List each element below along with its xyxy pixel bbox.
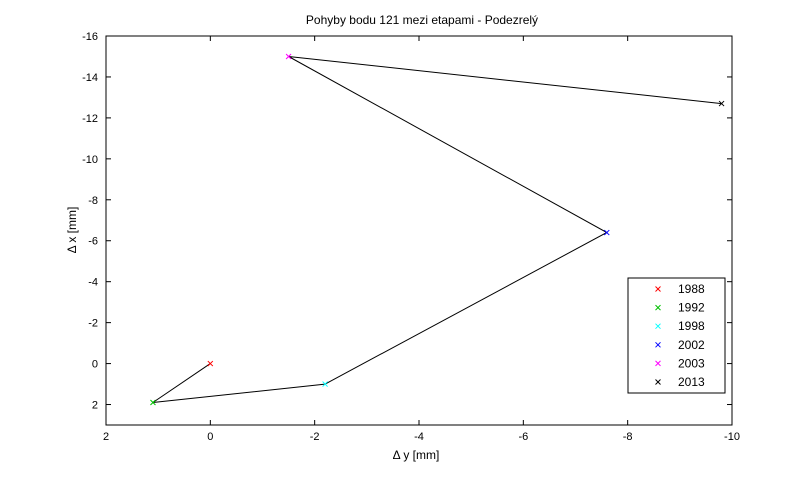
- legend-box: [627, 277, 726, 394]
- legend-label-1988: 1988: [678, 282, 705, 296]
- legend-marker-2013: [655, 379, 661, 385]
- marker-1998: [322, 381, 328, 387]
- movement-path: [152, 56, 722, 403]
- x-tick-label: 0: [207, 431, 213, 443]
- marker-2002: [603, 229, 610, 236]
- legend-label-1998: 1998: [678, 319, 705, 333]
- y-tick-label: -6: [88, 236, 98, 248]
- movement-line: [152, 56, 722, 403]
- legend-label-2013: 2013: [678, 375, 705, 389]
- y-tick-label: -4: [88, 277, 98, 289]
- chart-title: Pohyby bodu 121 mezi etapami - Podezrelý: [306, 13, 538, 27]
- legend-marker-2003: [655, 360, 661, 367]
- legend-marker-2002: [655, 341, 661, 348]
- y-tick-label: 0: [92, 359, 98, 371]
- y-tick-label: 2: [92, 400, 98, 412]
- marker-1988: [207, 360, 214, 367]
- y-tick-label: -16: [82, 31, 98, 43]
- x-tick-label: -4: [414, 431, 424, 443]
- x-axis-label: Δ y [mm]: [393, 448, 440, 462]
- y-tick-label: -2: [88, 318, 98, 330]
- x-tick-label: -2: [310, 431, 320, 443]
- legend-label-2003: 2003: [678, 356, 705, 370]
- legend-label-1992: 1992: [678, 301, 705, 315]
- y-axis: -16 -14 -12 -10 -8 -6 -4 -2 0 2: [82, 31, 732, 412]
- epoch-markers: [150, 53, 725, 406]
- x-axis: 2 0 -2 -4 -6 -8 -10: [103, 36, 740, 443]
- marker-1992: [150, 399, 156, 406]
- x-tick-label: -10: [724, 431, 740, 443]
- x-tick-label: -8: [623, 431, 633, 443]
- legend-marker-1992: [655, 304, 661, 311]
- x-tick-label: -6: [518, 431, 528, 443]
- y-tick-label: -12: [82, 113, 98, 125]
- legend: 1988 1992 1998 2002 2003 2013: [627, 277, 726, 394]
- legend-marker-1988: [655, 286, 661, 292]
- y-tick-label: -8: [88, 195, 98, 207]
- marker-2013: [718, 100, 725, 107]
- y-tick-label: -14: [82, 72, 98, 84]
- y-tick-label: -10: [82, 154, 98, 166]
- y-axis-label: Δ x [mm]: [65, 207, 79, 254]
- marker-2003: [285, 53, 292, 60]
- x-tick-label: 2: [103, 431, 109, 443]
- legend-marker-1998: [655, 323, 661, 330]
- legend-label-2002: 2002: [678, 338, 705, 352]
